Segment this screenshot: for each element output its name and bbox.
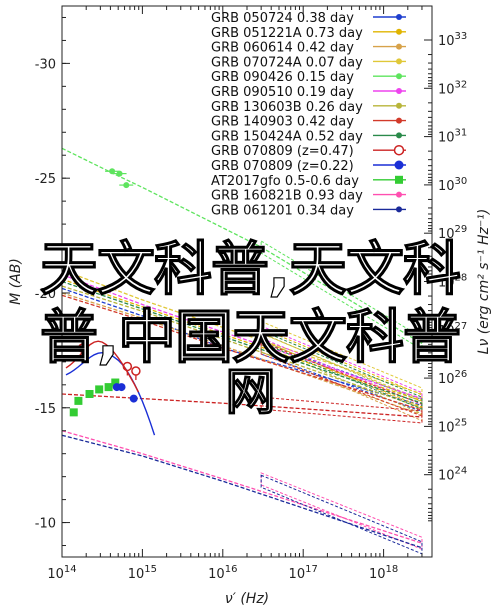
axes: 1014 1015 1016 1017 1018 ν′ (Hz) -30 -25 -20 -15 -… — [8, 5, 492, 607]
legend-marker — [396, 117, 402, 124]
legend-marker — [396, 191, 402, 198]
legend-label: GRB 150424A 0.52 day — [211, 129, 363, 144]
y-tick-label: -10 — [35, 517, 56, 532]
legend-label: GRB 061201 0.34 day — [211, 203, 354, 218]
point-at2017gfo — [95, 385, 104, 394]
xray-box-11 — [260, 474, 423, 555]
x-tick-label: 1015 — [128, 564, 157, 582]
legend-marker — [394, 160, 404, 170]
legend-label: GRB 090510 0.19 day — [211, 85, 354, 100]
right-tick-label: 1029 — [438, 224, 467, 242]
xray-box-10 — [260, 472, 423, 550]
legend-label: GRB 140903 0.42 day — [211, 115, 354, 130]
legend-label: GRB 051221A 0.73 day — [211, 26, 363, 41]
xray-box-0 — [260, 240, 423, 351]
legend-label: GRB 070724A 0.07 day — [211, 55, 363, 70]
x-tick-label: 1016 — [208, 564, 237, 582]
right-tick-label: 1024 — [438, 466, 467, 484]
y-axis-label: M (AB) — [8, 258, 24, 305]
x-tick-label: 1014 — [47, 564, 76, 582]
legend-marker — [396, 58, 402, 65]
series-line-9 — [62, 393, 423, 418]
point-grb070809-z047 — [77, 343, 88, 353]
point-at2017gfo — [104, 383, 113, 392]
y-tick-label: -25 — [35, 172, 56, 187]
legend-marker — [396, 88, 402, 94]
right-tick-label: 1033 — [438, 31, 467, 49]
legend-marker — [396, 206, 402, 213]
legend-marker — [396, 132, 402, 139]
series-line-7 — [62, 294, 423, 411]
point-grb070809-z022 — [129, 394, 138, 403]
legend-marker — [396, 102, 402, 109]
y-tick-label: -15 — [35, 402, 56, 417]
right-tick-label: 1032 — [438, 79, 467, 97]
series-line-8 — [62, 280, 423, 404]
legend-marker — [395, 175, 403, 184]
point-at2017gfo — [69, 408, 78, 417]
legend-marker — [396, 43, 402, 50]
y-tick-label: -20 — [35, 287, 56, 302]
series-line-10 — [62, 430, 423, 544]
series-line-6 — [62, 285, 423, 409]
x-tick-label: 1018 — [369, 564, 398, 582]
right-tick-label: 1028 — [438, 273, 467, 291]
legend-label: GRB 060614 0.42 day — [211, 41, 354, 56]
series-line-4 — [62, 269, 423, 395]
legend-label: AT2017gfo 0.5-0.6 day — [211, 174, 359, 189]
series-group — [62, 147, 423, 555]
right-tick-label: 1031 — [438, 128, 467, 146]
series-line-3 — [62, 292, 423, 416]
right-tick-label: 1025 — [438, 417, 467, 435]
right-tick-label: 1030 — [438, 176, 467, 194]
legend-marker — [393, 144, 405, 156]
x-axis-label: ν′ (Hz) — [225, 591, 269, 607]
series-line-5 — [62, 273, 423, 400]
legend-label: GRB 070809 (z=0.47) — [211, 144, 354, 159]
legend-label: GRB 090426 0.15 day — [211, 70, 354, 85]
kilonova-model-red — [65, 340, 140, 393]
point-at2017gfo — [85, 389, 94, 398]
right-tick-label: 1027 — [438, 321, 467, 339]
legend-label: GRB 050724 0.38 day — [211, 11, 354, 26]
legend-marker — [396, 73, 402, 80]
point-grb070809-z022 — [117, 383, 126, 392]
right-axis-label: Lν (erg cm² s⁻¹ Hz⁻¹) — [476, 209, 492, 355]
x-tick-label: 1017 — [289, 564, 318, 582]
series-line-0 — [62, 147, 423, 345]
legend-label: GRB 130603B 0.26 day — [211, 100, 363, 115]
legend-label: GRB 160821B 0.93 day — [211, 189, 363, 204]
legend-marker — [396, 28, 402, 35]
y-tick-label: -30 — [35, 57, 56, 72]
point-grb070809-z047 — [131, 366, 141, 376]
xray-box-8 — [260, 329, 423, 410]
legend-label: GRB 070809 (z=0.22) — [211, 159, 354, 174]
series-line-2 — [62, 278, 423, 402]
kilonova-model-blue — [65, 351, 156, 436]
plot-area — [62, 147, 423, 555]
point-at2017gfo — [111, 378, 120, 387]
series-line-11 — [62, 434, 423, 549]
xray-box-9 — [260, 396, 423, 424]
point-at2017gfo — [74, 396, 83, 405]
legend-marker — [396, 14, 402, 20]
right-tick-label: 1026 — [438, 369, 467, 387]
